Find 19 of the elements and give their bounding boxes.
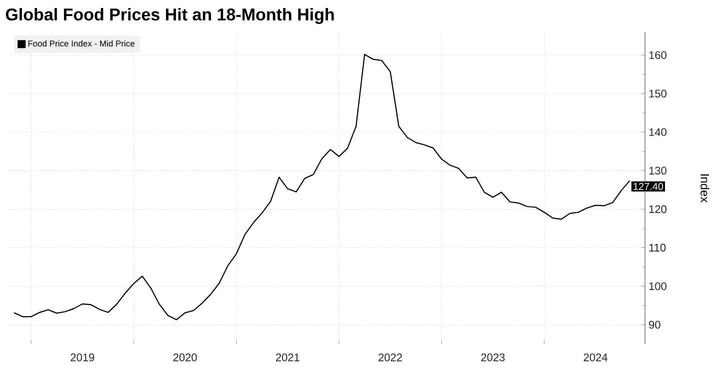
y-tick-label: 120: [649, 205, 666, 214]
x-tick-label: 2022: [378, 354, 402, 362]
y-tick-label: 110: [649, 244, 666, 252]
x-tick-label: 2024: [584, 354, 608, 362]
y-tick-label: 160: [649, 51, 666, 60]
y-tick-label: 90: [649, 320, 660, 329]
y-tick-label: 140: [649, 128, 666, 136]
y-tick-label: 150: [649, 90, 666, 98]
x-tick-label: 2020: [173, 354, 197, 362]
legend-label: Food Price Index - Mid Price: [28, 40, 134, 47]
y-tick-label: 130: [649, 166, 666, 175]
x-tick-label: 2019: [70, 354, 94, 362]
y-tick-label: 100: [649, 282, 666, 290]
y-axis-title: Index: [700, 174, 710, 203]
x-tick-label: 2023: [481, 354, 505, 362]
data-label: 127.40: [634, 182, 664, 190]
line-series: [13, 54, 630, 320]
chart-title: Global Food Prices Hit an 18-Month High: [6, 8, 334, 24]
x-tick-label: 2021: [276, 354, 300, 362]
